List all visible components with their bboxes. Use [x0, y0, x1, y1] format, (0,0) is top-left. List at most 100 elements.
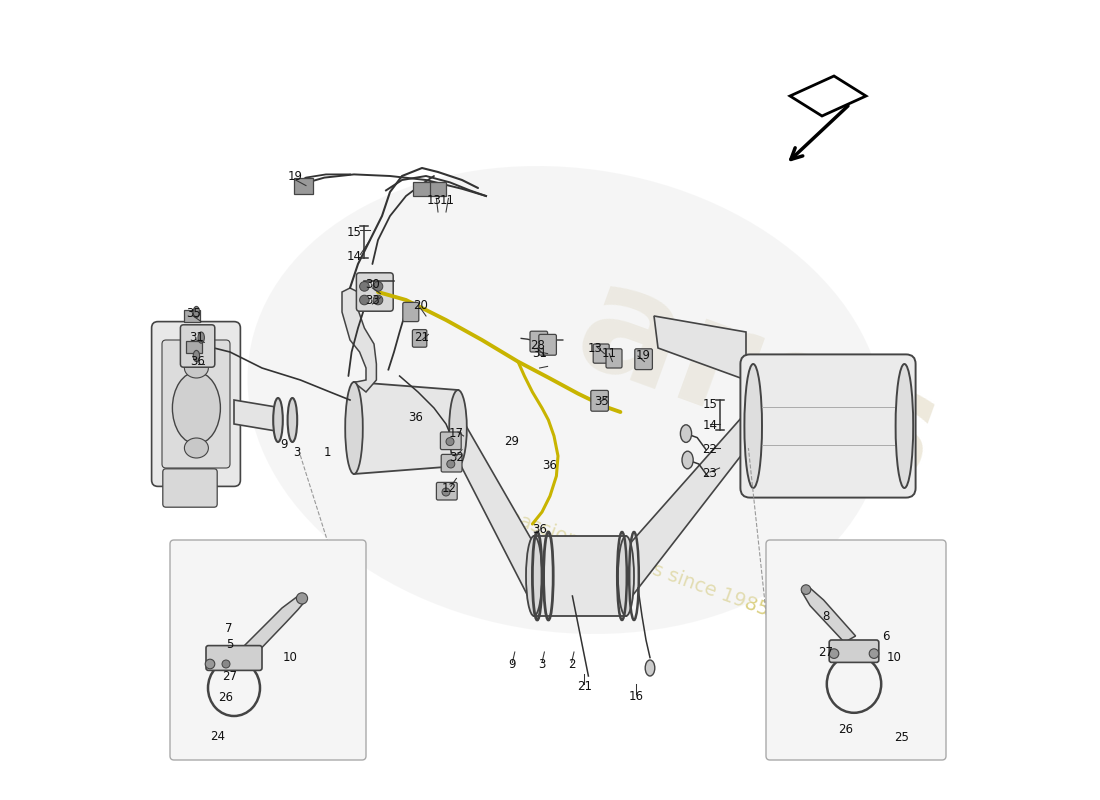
FancyBboxPatch shape	[412, 330, 427, 347]
Text: 19: 19	[636, 350, 650, 362]
Circle shape	[829, 649, 839, 658]
Circle shape	[373, 282, 383, 291]
Text: 14: 14	[346, 250, 362, 262]
Text: 9: 9	[280, 438, 288, 450]
FancyBboxPatch shape	[606, 349, 621, 368]
Circle shape	[360, 295, 370, 305]
Polygon shape	[354, 382, 458, 474]
Polygon shape	[802, 588, 856, 642]
FancyBboxPatch shape	[591, 390, 608, 411]
Circle shape	[801, 585, 811, 594]
Circle shape	[360, 282, 370, 291]
Text: 14: 14	[703, 419, 717, 432]
Ellipse shape	[248, 166, 884, 634]
Ellipse shape	[185, 358, 208, 378]
Polygon shape	[534, 536, 626, 616]
Text: 31: 31	[532, 347, 547, 360]
FancyBboxPatch shape	[440, 432, 461, 450]
Text: 1: 1	[323, 446, 331, 458]
Text: 21: 21	[576, 680, 592, 693]
FancyBboxPatch shape	[766, 540, 946, 760]
Text: a passion for parts since 1985: a passion for parts since 1985	[488, 501, 772, 619]
FancyBboxPatch shape	[170, 540, 366, 760]
Text: 21: 21	[415, 331, 429, 344]
Text: 15: 15	[703, 398, 717, 410]
Circle shape	[222, 660, 230, 668]
Ellipse shape	[618, 536, 634, 616]
FancyBboxPatch shape	[441, 454, 462, 472]
FancyBboxPatch shape	[403, 302, 419, 322]
FancyBboxPatch shape	[437, 482, 458, 500]
Polygon shape	[626, 408, 750, 604]
FancyBboxPatch shape	[294, 178, 313, 194]
FancyBboxPatch shape	[163, 469, 217, 507]
FancyBboxPatch shape	[414, 182, 431, 196]
Text: 3: 3	[293, 446, 300, 458]
FancyBboxPatch shape	[430, 182, 446, 196]
Text: 11: 11	[602, 347, 617, 360]
Text: 33: 33	[365, 294, 380, 306]
Text: 35: 35	[594, 395, 608, 408]
Circle shape	[373, 295, 383, 305]
Text: 16: 16	[629, 690, 644, 702]
Circle shape	[442, 488, 450, 496]
Text: 27: 27	[222, 670, 238, 682]
Circle shape	[446, 438, 454, 446]
Polygon shape	[342, 288, 376, 392]
FancyBboxPatch shape	[539, 334, 557, 355]
Text: 6: 6	[882, 630, 890, 642]
FancyBboxPatch shape	[530, 331, 548, 352]
Ellipse shape	[682, 451, 693, 469]
Text: 36: 36	[190, 355, 206, 368]
Text: 26: 26	[219, 691, 233, 704]
Text: 10: 10	[887, 651, 901, 664]
Text: 9: 9	[508, 658, 516, 670]
Text: 10: 10	[283, 651, 297, 664]
FancyBboxPatch shape	[180, 325, 214, 367]
Text: 15: 15	[346, 226, 362, 238]
Text: 24: 24	[210, 730, 225, 742]
Polygon shape	[234, 400, 282, 432]
Text: 31: 31	[189, 331, 204, 344]
Circle shape	[296, 593, 308, 604]
Circle shape	[869, 649, 879, 658]
Text: 5: 5	[227, 638, 233, 650]
Ellipse shape	[745, 364, 762, 488]
FancyBboxPatch shape	[206, 646, 262, 670]
Text: 17: 17	[449, 427, 464, 440]
FancyBboxPatch shape	[162, 340, 230, 468]
Text: 36: 36	[542, 459, 557, 472]
FancyBboxPatch shape	[152, 322, 241, 486]
FancyBboxPatch shape	[356, 273, 393, 311]
Text: 25: 25	[894, 731, 910, 744]
Ellipse shape	[185, 438, 208, 458]
Ellipse shape	[194, 306, 199, 318]
FancyBboxPatch shape	[593, 344, 609, 363]
Ellipse shape	[449, 390, 466, 466]
Text: 28: 28	[530, 339, 544, 352]
Text: 32: 32	[449, 451, 464, 464]
Ellipse shape	[646, 660, 654, 676]
Text: 2: 2	[568, 658, 575, 670]
Text: 20: 20	[412, 299, 428, 312]
Ellipse shape	[526, 536, 542, 616]
Text: 36: 36	[408, 411, 424, 424]
Ellipse shape	[287, 398, 297, 442]
Text: 23: 23	[703, 467, 717, 480]
Text: ares: ares	[558, 250, 959, 518]
Ellipse shape	[273, 398, 283, 442]
Text: 13: 13	[427, 194, 441, 206]
FancyBboxPatch shape	[186, 341, 202, 353]
Text: 29: 29	[504, 435, 519, 448]
Text: 11: 11	[439, 194, 454, 206]
Text: 7: 7	[224, 622, 232, 634]
Ellipse shape	[198, 332, 205, 343]
Text: 27: 27	[818, 646, 834, 658]
Text: 12: 12	[442, 482, 456, 494]
Polygon shape	[458, 412, 534, 608]
Polygon shape	[242, 596, 306, 660]
Ellipse shape	[895, 364, 913, 488]
Circle shape	[206, 659, 214, 669]
Circle shape	[447, 460, 454, 468]
Ellipse shape	[345, 382, 363, 474]
